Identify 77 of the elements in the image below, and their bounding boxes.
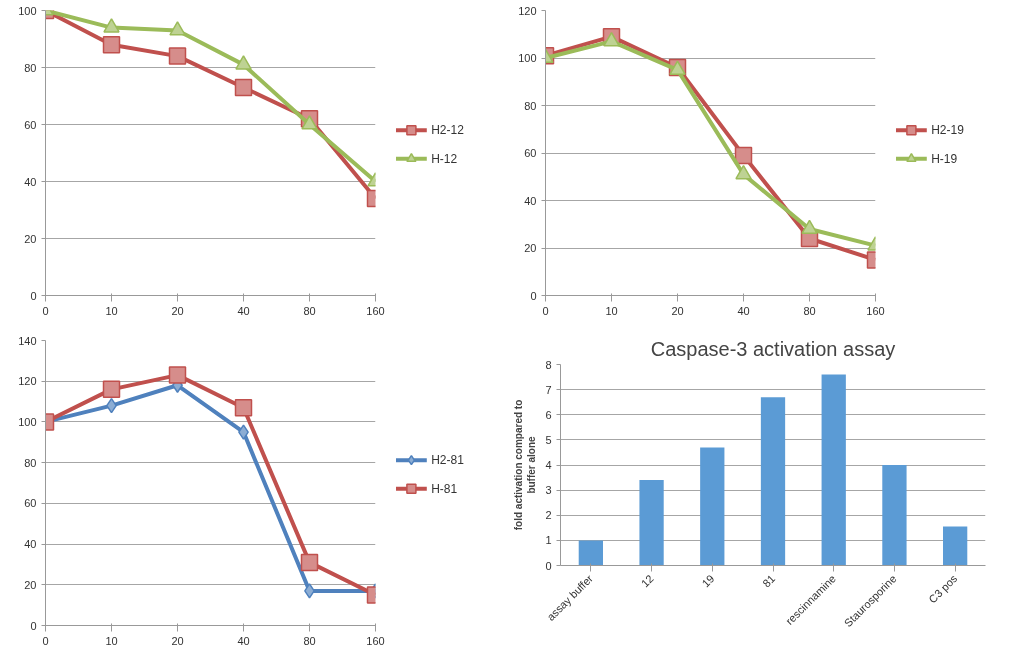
y-tick-label: 60 [524,147,537,159]
x-tick-label: 10 [105,634,118,647]
point [735,164,752,180]
x-tick-label: 160 [366,304,385,317]
x-tick-label: C3 pos [926,571,960,606]
x-tick-label: 20 [171,634,184,647]
x-tick-label: 0 [42,304,49,317]
y-tick-label: 6 [545,408,552,421]
legend-label: H-19 [931,151,958,166]
y-tick-label: 5 [545,433,552,446]
point [734,146,753,165]
legend-label: H2-81 [431,453,465,468]
bar [943,526,968,566]
y-tick-label: 0 [30,289,37,302]
bar [578,540,603,566]
y-tick-label: 4 [545,459,552,471]
y-tick-label: 1 [545,534,552,547]
y-tick-label: 40 [524,194,537,207]
y-tick-label: 0 [545,559,552,572]
legend-label: H2-12 [431,123,465,138]
x-tick-label: 10 [605,304,618,317]
x-tick-label: 12 [638,572,656,590]
y-tick-label: 80 [24,61,37,74]
legend-label: H-81 [431,481,458,496]
x-tick-label: 0 [42,634,49,647]
point [168,366,187,384]
y-tick-label: 100 [518,52,537,64]
y-axis-title: fold activation compared to buffer alone [513,399,538,531]
chart-title: Caspase-3 activation assay [650,337,896,360]
y-tick-label: 3 [545,484,552,497]
y-tick-label: 40 [24,175,37,188]
bar [882,465,907,566]
x-tick-label: 81 [760,572,778,590]
legend-label: H2-19 [931,123,965,138]
y-tick-label: 40 [24,538,37,551]
point [234,78,253,97]
y-tick-label: 60 [24,118,37,131]
x-tick-label: 80 [803,304,816,317]
x-tick-label: 160 [866,304,885,317]
point [235,55,252,70]
point [102,380,121,399]
point [169,21,186,36]
y-tick-label: 120 [18,375,37,388]
point [234,398,253,417]
y-tick-label: 120 [518,4,537,17]
point [168,47,187,65]
x-tick-label: 20 [171,304,184,317]
legend-label: H-12 [431,151,458,166]
x-tick-label: 40 [737,304,750,317]
y-tick-label: 0 [530,289,537,302]
point [103,18,120,33]
y-tick-label: 100 [18,4,37,17]
bar [821,374,846,566]
x-tick-label: 80 [303,304,316,317]
y-tick-label: 20 [24,232,37,245]
y-tick-label: 140 [18,334,37,347]
y-tick-label: 80 [524,99,537,112]
x-tick-label: 20 [671,304,684,317]
bar [760,397,786,566]
x-tick-label: 40 [237,634,250,647]
x-tick-label: 160 [366,634,385,647]
point [301,115,318,130]
y-tick-label: 7 [545,383,552,396]
y-tick-label: 80 [24,456,37,469]
x-tick-label: 10 [105,304,118,317]
y-tick-label: 20 [524,242,537,254]
x-tick-label: 80 [303,634,316,647]
y-tick-label: 2 [545,509,552,522]
point [300,553,319,572]
bar [700,447,725,566]
bar [639,480,664,566]
x-tick-label: 40 [237,304,250,317]
y-tick-label: 8 [545,358,552,371]
y-tick-label: 60 [24,497,37,510]
point [102,35,121,54]
y-tick-label: 100 [18,415,37,428]
x-tick-label: 19 [699,572,717,590]
